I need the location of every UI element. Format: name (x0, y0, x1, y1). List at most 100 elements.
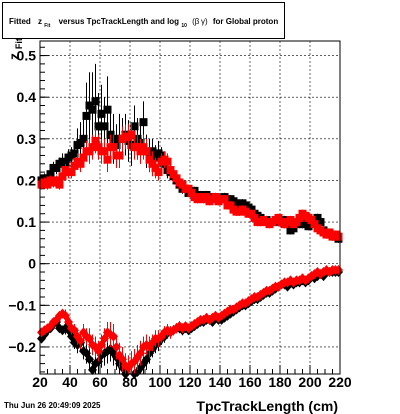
data-point-square (85, 101, 94, 110)
data-point-square (286, 215, 295, 224)
data-point-diamond (76, 335, 85, 346)
data-point-square (100, 122, 109, 131)
data-point-square (178, 180, 187, 189)
data-point-square (109, 143, 118, 152)
data-point-diamond (85, 354, 94, 365)
data-point-square (325, 228, 334, 237)
data-point-square (130, 122, 139, 131)
y-tick-label: 0.3 (17, 131, 37, 147)
x-tick-label: 20 (32, 374, 48, 390)
x-tick-label: 40 (62, 374, 78, 390)
data-point-square (154, 168, 163, 177)
data-point-square (103, 155, 112, 164)
chart-title: Fitted z Fit versus TpcTrackLength and l… (9, 17, 278, 29)
data-point-square (79, 153, 88, 162)
data-point-square (97, 109, 106, 118)
data-point-square (58, 172, 67, 181)
data-point-square (76, 138, 85, 147)
series-4 (37, 264, 343, 374)
data-point-square (310, 220, 319, 229)
title-middle: versus TpcTrackLength and log (59, 17, 180, 26)
title-z-sub: Fit (44, 23, 50, 29)
data-point-diamond (109, 331, 118, 342)
data-point-square (145, 155, 154, 164)
data-point-square (163, 157, 172, 166)
x-tick-label: 180 (268, 374, 292, 390)
data-point-square (94, 122, 103, 131)
series-2 (37, 122, 343, 241)
x-tick-label: 120 (178, 374, 202, 390)
x-axis-title: TpcTrackLength (cm) (196, 398, 338, 414)
data-point-square (139, 143, 148, 152)
plot-frame (39, 40, 341, 375)
title-suffix: for Global proton (213, 17, 278, 26)
data-point-diamond (334, 264, 343, 275)
data-point-square (301, 218, 310, 227)
y-axis-title-sub: Fit (14, 38, 24, 49)
data-point-square (250, 213, 259, 222)
y-tick-label: 0.4 (17, 89, 37, 105)
x-tick-labels: 20 40 60 80 100 120 140 160 180 200 220 (32, 374, 352, 390)
data-point-square (202, 193, 211, 202)
title-box-frame (2, 2, 285, 39)
data-point-square (46, 170, 55, 179)
data-point-square (70, 149, 79, 158)
data-point-square (91, 136, 100, 145)
data-point-square (94, 143, 103, 152)
data-point-square (88, 143, 97, 152)
y-tick-label: 0.5 (17, 48, 37, 64)
data-point-square (76, 159, 85, 168)
data-point-square (52, 163, 61, 172)
data-point-square (307, 215, 316, 224)
data-point-square (166, 166, 175, 175)
data-point-square (100, 147, 109, 156)
y-tick-label: −0.2 (8, 339, 36, 355)
data-point-square (52, 176, 61, 185)
data-point-square (91, 97, 100, 106)
x-tick-label: 60 (92, 374, 108, 390)
data-point-square (226, 201, 235, 210)
data-point-square (70, 161, 79, 170)
svg-text:z Fit: z Fit (6, 38, 24, 60)
data-point-square (172, 174, 181, 183)
data-point-square (247, 209, 256, 218)
y-tick-label: 0.2 (17, 172, 37, 188)
x-tick-label: 200 (298, 374, 322, 390)
data-point-square (127, 130, 136, 139)
data-point-square (187, 188, 196, 197)
data-point-square (79, 134, 88, 143)
data-point-square (136, 147, 145, 156)
x-tick-label: 140 (208, 374, 232, 390)
data-point-square (184, 184, 193, 193)
data-point-square (55, 180, 64, 189)
y-axis-title: z Fit (6, 38, 24, 60)
y-axis-title-main: z (6, 53, 22, 60)
title-z: z (38, 17, 42, 26)
data-point-square (67, 168, 76, 177)
data-point-square (220, 195, 229, 204)
data-point-square (313, 213, 322, 222)
data-point-square (133, 143, 142, 152)
data-point-square (85, 147, 94, 156)
data-point-square (211, 193, 220, 202)
data-point-square (43, 180, 52, 189)
data-point-square (103, 105, 112, 114)
data-point-square (139, 118, 148, 127)
data-point-square (316, 218, 325, 227)
data-point-square (304, 222, 313, 231)
data-points (37, 63, 343, 379)
y-tick-labels: −0.2 −0.1 0 0.1 0.2 0.3 0.4 0.5 (8, 48, 36, 355)
y-tick-label: 0.1 (17, 214, 37, 230)
y-tick-label: 0 (28, 256, 36, 272)
data-point-square (148, 159, 157, 168)
data-point-square (115, 151, 124, 160)
data-point-square (151, 163, 160, 172)
data-point-square (82, 111, 91, 120)
data-point-square (295, 213, 304, 222)
title-log-sub: 10 (181, 23, 187, 29)
data-point-square (292, 218, 301, 227)
data-point-square (169, 170, 178, 179)
data-point-square (274, 213, 283, 222)
x-tick-label: 100 (148, 374, 172, 390)
